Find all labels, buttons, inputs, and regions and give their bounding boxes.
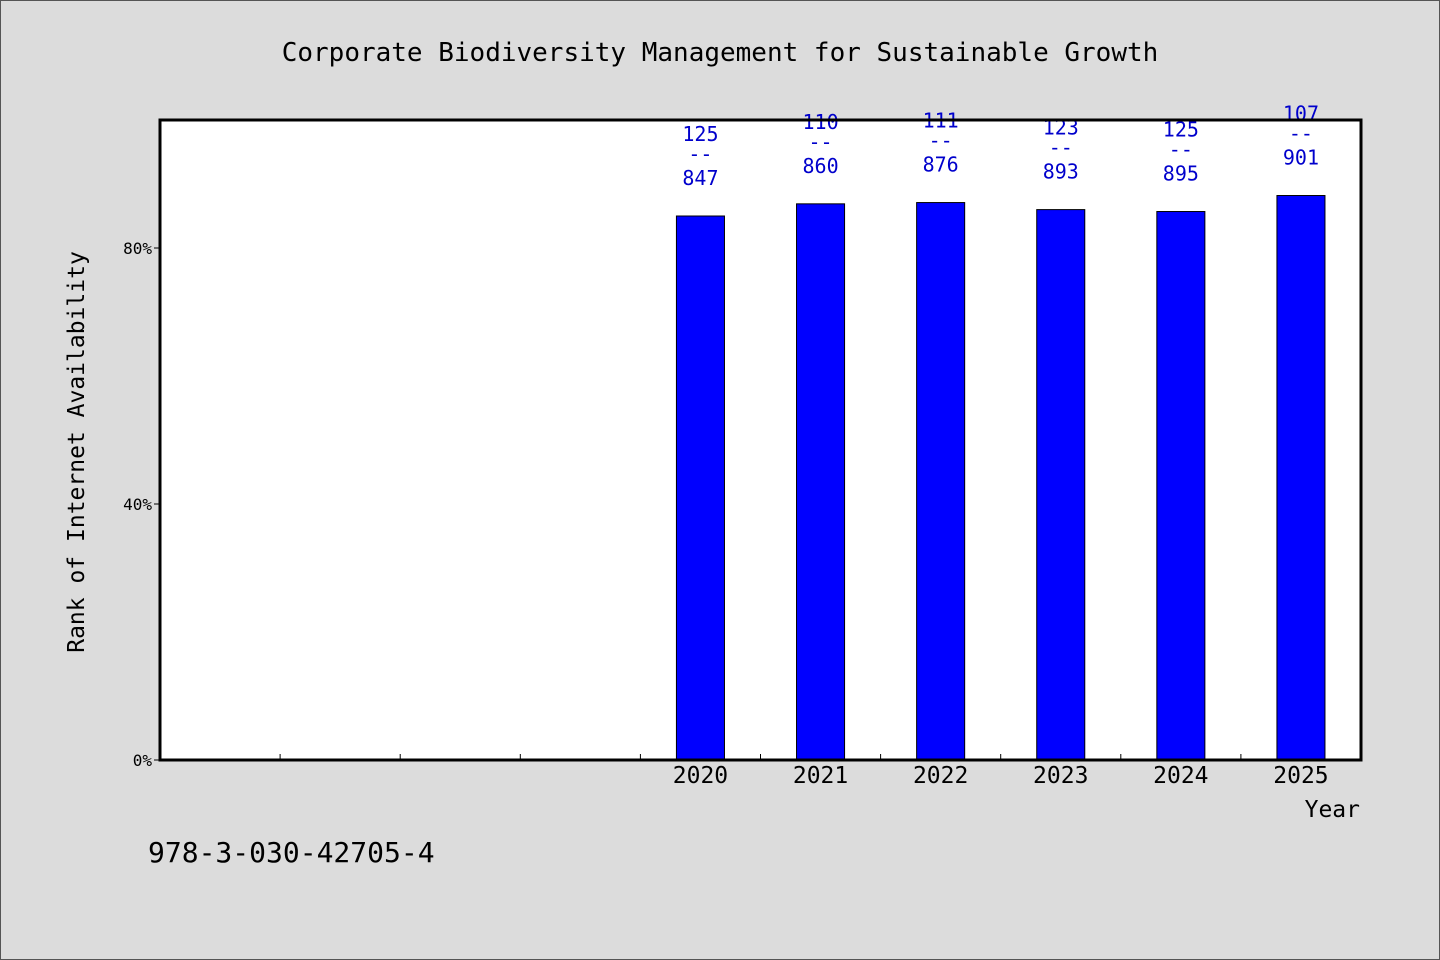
- data-label-top-2024: 125: [1163, 118, 1199, 142]
- data-label-top-2021: 110: [802, 110, 838, 134]
- data-label-separator-2020: --: [688, 142, 712, 166]
- chart-title: Corporate Biodiversity Management for Su…: [282, 38, 1159, 68]
- x-tick-label-2020: 2020: [673, 763, 728, 789]
- bar-2025: [1276, 195, 1326, 761]
- x-ticks-group: 2020 2021 2022 2023 2024 2025: [279, 754, 1329, 789]
- bar-2020: [675, 215, 725, 761]
- bar-2022: [916, 202, 966, 761]
- data-labels-group: 125--847110--860111--876123--893125--895…: [682, 102, 1319, 190]
- bar-2024: [1156, 211, 1206, 761]
- data-label-separator-2022: --: [929, 129, 953, 153]
- y-axis-title: Rank of Internet Availability: [64, 251, 90, 653]
- x-tick-label-2021: 2021: [793, 763, 848, 789]
- data-label-bottom-2021: 860: [802, 154, 838, 178]
- data-label-bottom-2020: 847: [682, 166, 718, 190]
- bar-2023: [1036, 209, 1086, 761]
- x-tick-label-2023: 2023: [1033, 763, 1088, 789]
- data-label-separator-2023: --: [1049, 136, 1073, 160]
- isbn-label: 978-3-030-42705-4: [148, 836, 435, 869]
- data-label-top-2020: 125: [682, 122, 718, 146]
- data-label-separator-2025: --: [1289, 122, 1313, 146]
- y-ticks-group: 0% 40% 80%: [123, 239, 160, 770]
- x-tick-label-2022: 2022: [913, 763, 968, 789]
- y-tick-label: 80%: [123, 239, 152, 258]
- x-axis-title: Year: [1305, 797, 1360, 823]
- data-label-bottom-2022: 876: [923, 153, 959, 177]
- bars-group: [675, 195, 1326, 761]
- y-tick-label: 0%: [133, 751, 153, 770]
- data-label-bottom-2025: 901: [1283, 146, 1319, 170]
- data-label-bottom-2023: 893: [1043, 160, 1079, 184]
- data-label-top-2025: 107: [1283, 102, 1319, 126]
- data-label-bottom-2024: 895: [1163, 162, 1199, 186]
- plot-border: [158, 118, 1363, 762]
- data-label-separator-2021: --: [809, 130, 833, 154]
- data-label-separator-2024: --: [1169, 138, 1193, 162]
- y-tick-label: 40%: [123, 495, 152, 514]
- bar-2021: [796, 203, 846, 761]
- x-tick-label-2024: 2024: [1153, 763, 1208, 789]
- x-tick-label-2025: 2025: [1273, 763, 1328, 789]
